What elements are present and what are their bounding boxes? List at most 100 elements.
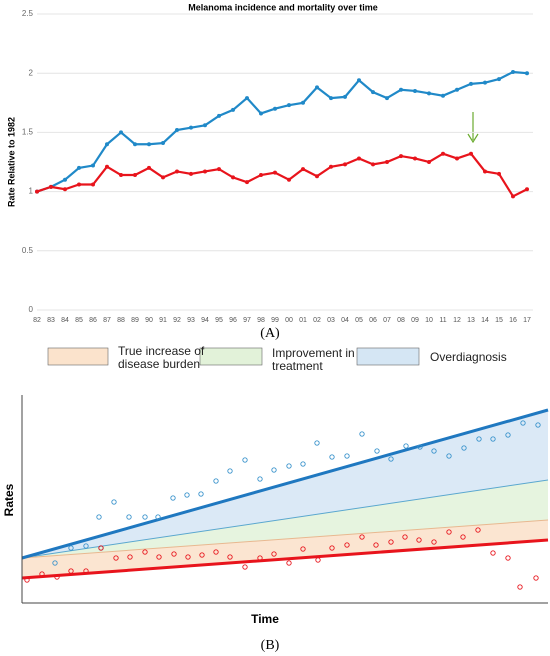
- diagram-point: [227, 554, 233, 560]
- diagram-point: [39, 571, 45, 577]
- diagram-point: [68, 568, 74, 574]
- data-point: [77, 165, 81, 170]
- diagram-point: [402, 534, 408, 540]
- data-point: [245, 180, 249, 185]
- data-point: [161, 141, 165, 146]
- diagram-point: [286, 463, 292, 469]
- x-tick-label: 07: [383, 317, 391, 324]
- x-tick-label: 98: [257, 317, 265, 324]
- diagram-point: [476, 436, 482, 442]
- data-point: [343, 162, 347, 167]
- data-point: [483, 169, 487, 174]
- data-point: [441, 151, 445, 156]
- diagram-point: [431, 448, 437, 454]
- x-tick-label: 87: [103, 317, 111, 324]
- data-point: [175, 128, 179, 133]
- x-tick-label: 90: [145, 317, 153, 324]
- data-point: [525, 187, 529, 192]
- data-point: [399, 87, 403, 92]
- diagram-point: [490, 436, 496, 442]
- data-point: [259, 111, 263, 116]
- diagram-point: [403, 443, 409, 449]
- legend-label: Improvement in treatment: [272, 346, 355, 373]
- diagram-point: [54, 574, 60, 580]
- diagram-point: [98, 545, 104, 551]
- data-point: [427, 91, 431, 96]
- diagram-point: [344, 542, 350, 548]
- x-tick-label: 01: [299, 317, 307, 324]
- data-point: [203, 169, 207, 174]
- diagram-point: [359, 534, 365, 540]
- chart-title: Melanoma incidence and mortality over ti…: [188, 2, 378, 12]
- x-tick-label: 82: [33, 317, 41, 324]
- panel-label: (A): [260, 326, 280, 341]
- x-tick-label: 12: [453, 317, 461, 324]
- diagram-point: [300, 461, 306, 467]
- diagram-point: [83, 568, 89, 574]
- data-point: [189, 171, 193, 176]
- diagram-point: [213, 549, 219, 555]
- diagram-point: [198, 491, 204, 497]
- data-point: [329, 96, 333, 101]
- diagram: [21, 395, 549, 604]
- data-point: [441, 93, 445, 98]
- diagram-x-label: Time: [251, 612, 279, 626]
- data-point: [371, 162, 375, 167]
- y-tick-label: 0.5: [22, 246, 34, 255]
- x-tick-label: 99: [271, 317, 279, 324]
- diagram-point: [388, 456, 394, 462]
- x-tick-label: 83: [47, 317, 55, 324]
- y-tick-label: 1: [29, 187, 34, 196]
- diagram-point: [535, 422, 541, 428]
- data-point: [35, 189, 39, 194]
- diagram-point: [126, 514, 132, 520]
- data-point: [371, 90, 375, 95]
- y-tick-label: 1.5: [22, 128, 34, 137]
- data-point: [245, 96, 249, 101]
- data-point: [329, 164, 333, 169]
- diagram-point: [227, 468, 233, 474]
- diagram-point: [171, 551, 177, 557]
- diagram-point: [517, 584, 523, 590]
- arrow: [467, 112, 479, 144]
- data-point: [343, 94, 347, 99]
- y-tick-label: 0: [29, 305, 34, 314]
- data-point: [119, 130, 123, 135]
- data-point: [217, 113, 221, 118]
- diagram-point: [257, 476, 263, 482]
- x-tick-label: 94: [201, 317, 209, 324]
- diagram-point: [213, 478, 219, 484]
- diagram-point: [52, 560, 58, 566]
- diagram-point: [446, 529, 452, 535]
- diagram-point: [24, 577, 30, 583]
- diagram-point: [242, 564, 248, 570]
- data-point: [427, 160, 431, 164]
- x-tick-label: 03: [327, 317, 335, 324]
- legend-label: Overdiagnosis: [430, 350, 507, 364]
- data-point: [203, 123, 207, 128]
- diagram-point: [505, 432, 511, 438]
- x-tick-label: 86: [89, 317, 97, 324]
- x-tick-label: 91: [159, 317, 167, 324]
- data-point: [77, 182, 81, 187]
- data-point: [133, 142, 137, 147]
- diagram-point: [329, 454, 335, 460]
- data-point: [469, 151, 473, 156]
- data-point: [217, 167, 221, 172]
- data-point: [189, 125, 193, 130]
- diagram-point: [155, 514, 161, 520]
- y-axis-label: Rate Relative to 1982: [6, 117, 16, 207]
- data-point: [175, 169, 179, 174]
- diagram-point: [505, 555, 511, 561]
- diagram-point: [461, 445, 467, 451]
- diagram-point: [359, 431, 365, 437]
- x-tick-label: 97: [243, 317, 251, 324]
- x-tick-label: 96: [229, 317, 237, 324]
- x-tick-label: 95: [215, 317, 223, 324]
- diagram-point: [286, 560, 292, 566]
- diagram-point: [475, 527, 481, 533]
- diagram-point: [142, 549, 148, 555]
- x-tick-label: 85: [75, 317, 83, 324]
- data-point: [301, 167, 305, 172]
- diagram-point: [96, 514, 102, 520]
